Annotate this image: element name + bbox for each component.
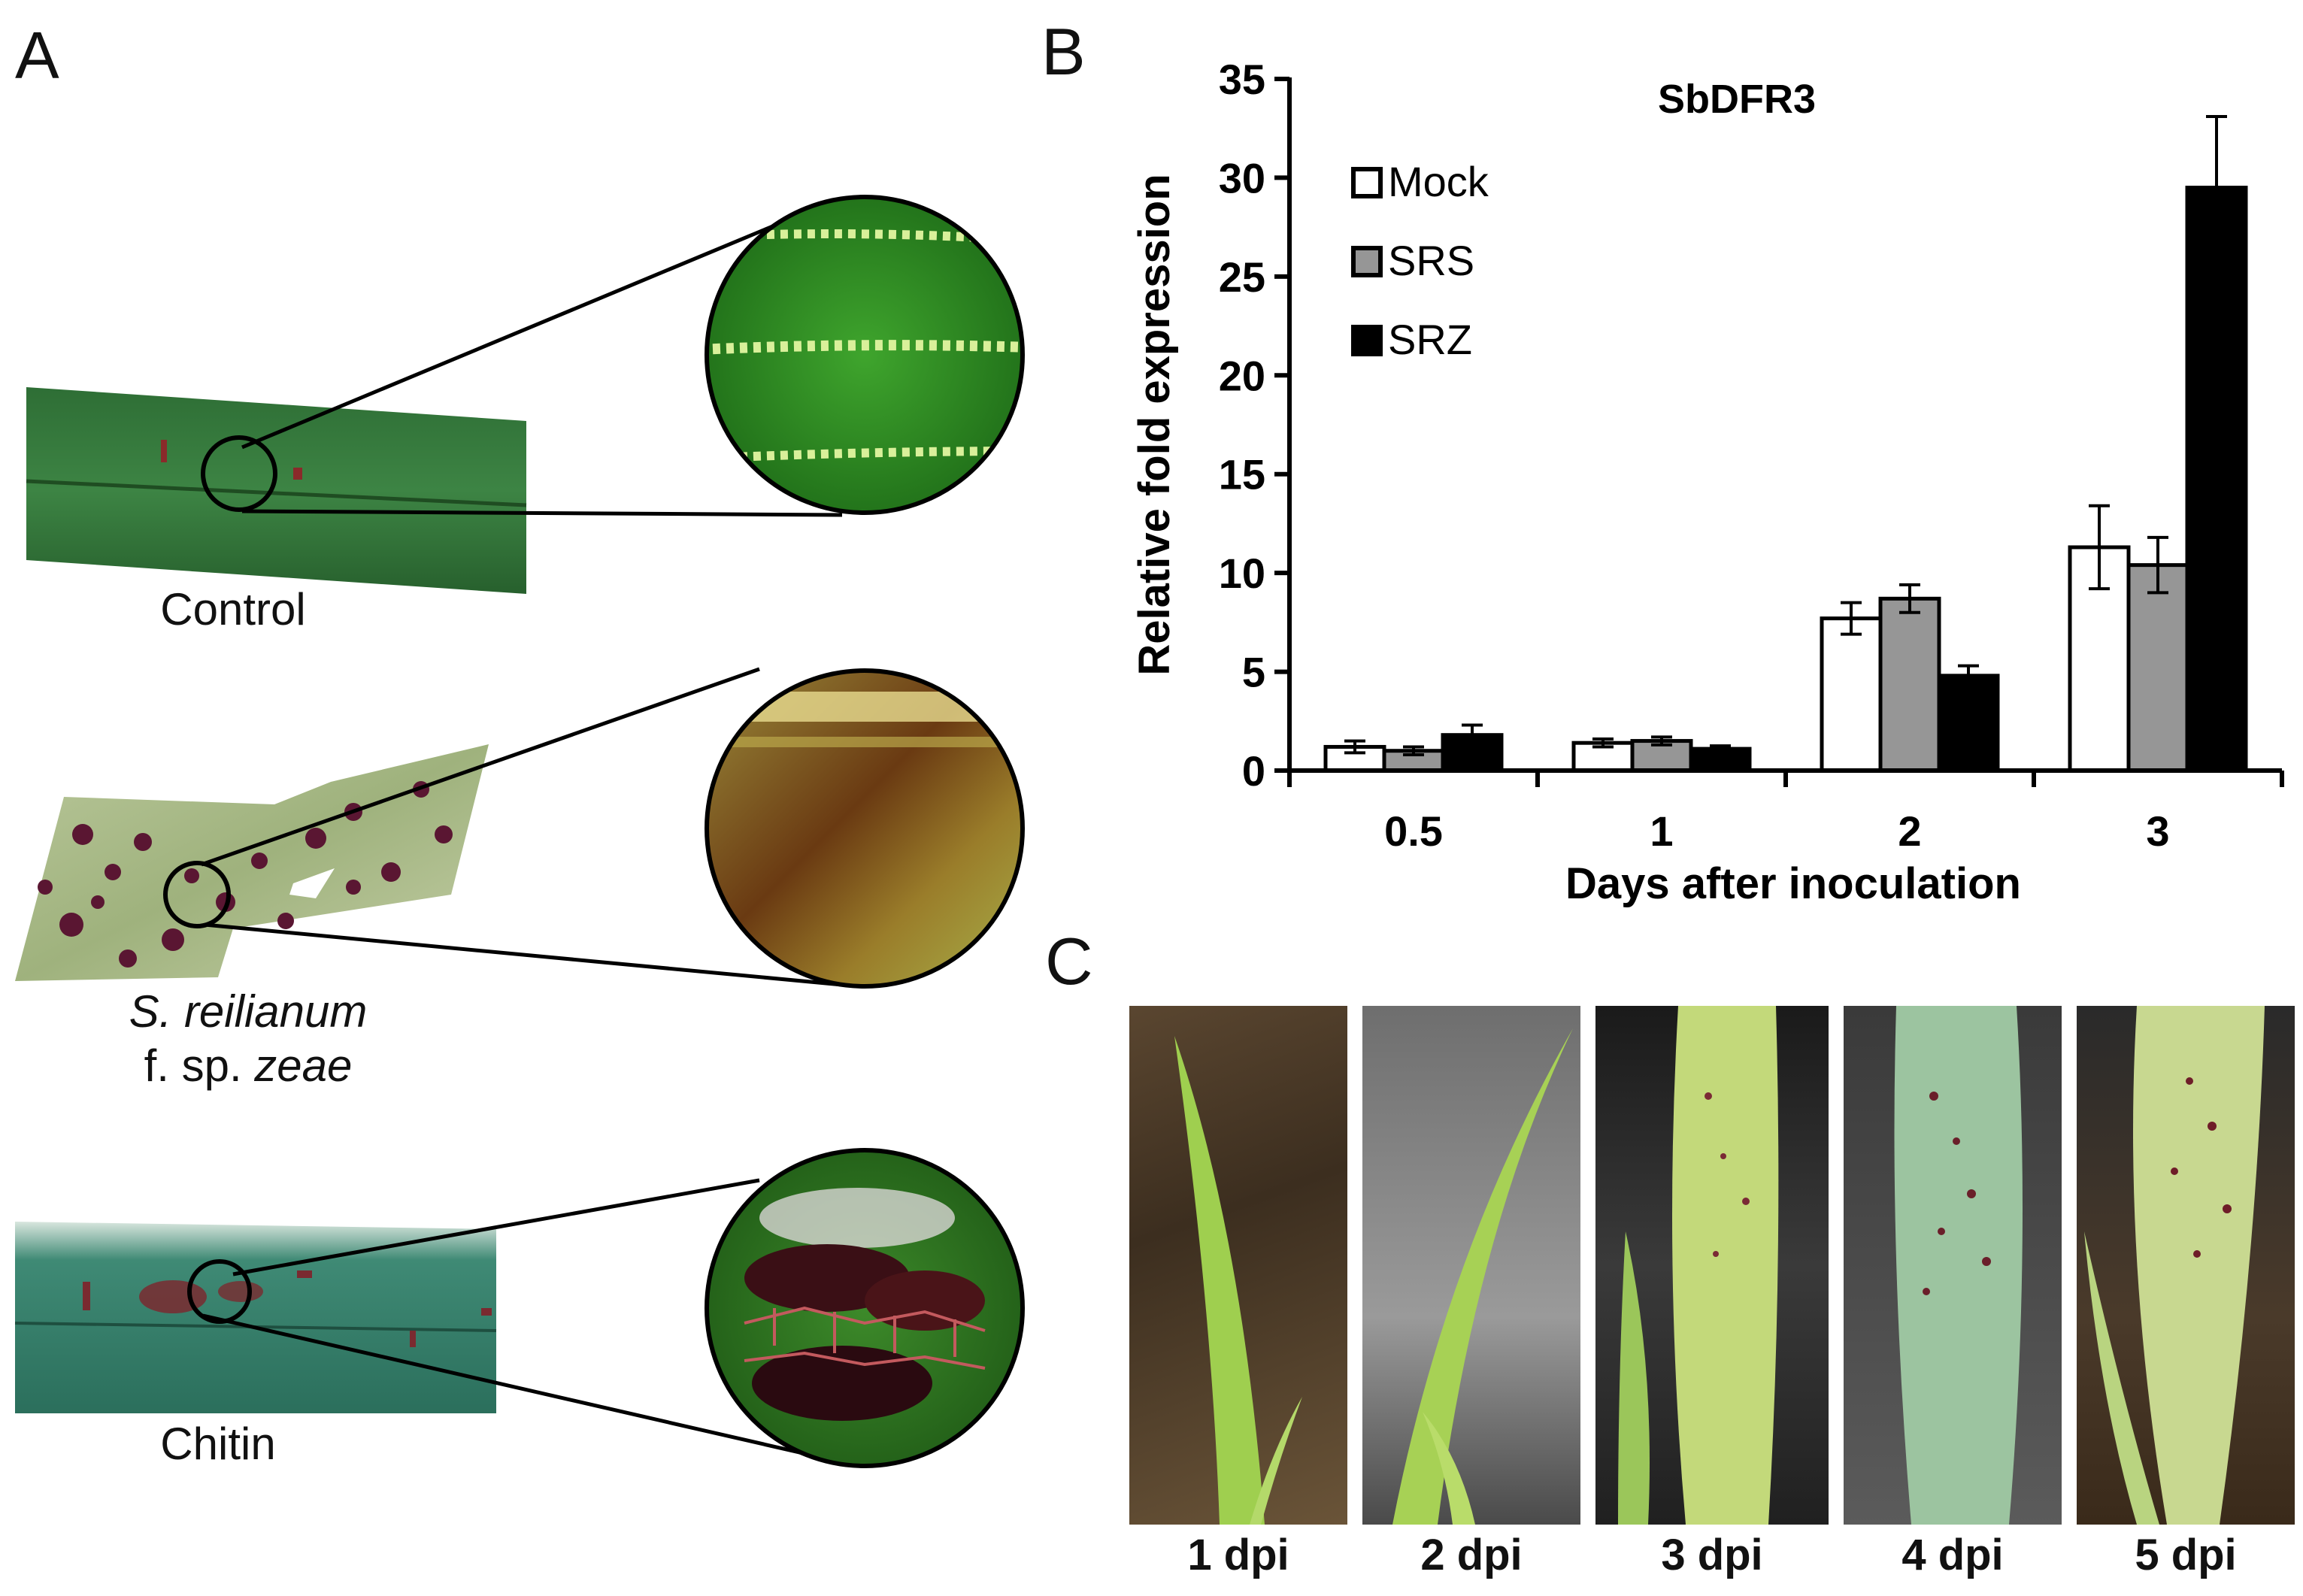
y-tick-label: 10 [1219, 550, 1265, 597]
photo-2-dpi [1362, 1006, 1580, 1525]
control-caption: Control [160, 584, 306, 634]
chitin-leaf [14, 1222, 497, 1413]
panel-label-b: B [1041, 14, 1086, 89]
error-bar-mock [2089, 504, 2110, 591]
chart-legend: Mock SRS SRZ [1351, 158, 1489, 363]
error-bar-srz [1958, 664, 1979, 687]
error-bar-srz [1462, 723, 1483, 747]
error-bar-mock [1592, 737, 1614, 749]
y-axis-label: Relative fold expression [1130, 174, 1179, 675]
dpi-label-4: 4 dpi [1901, 1531, 2004, 1579]
photo-4-dpi [1844, 1006, 2062, 1525]
photo-1-dpi [1129, 1006, 1347, 1525]
chitin-zoom-ring [705, 1148, 1025, 1468]
srz-caption-host: zeae [254, 1040, 353, 1091]
srz-zoom-lines [201, 667, 843, 987]
bar-srs [1878, 596, 1941, 773]
legend-swatch-srz [1351, 325, 1383, 356]
legend-label-srz: SRZ [1388, 316, 1472, 363]
y-tick-label: 0 [1242, 747, 1265, 795]
y-tick-label: 30 [1219, 154, 1265, 201]
y-tick-label: 35 [1219, 56, 1265, 103]
error-bar-srz [1710, 744, 1731, 754]
x-tick-label: 1 [1650, 807, 1673, 855]
bar-srz [1937, 674, 2000, 773]
srz-caption-forma: f. sp. [144, 1040, 255, 1091]
error-bar-srs [1899, 583, 1920, 614]
srz-zoom-ring [705, 668, 1025, 989]
x-tick-label: 3 [2146, 807, 2169, 855]
dpi-label-3: 3 dpi [1661, 1531, 1763, 1579]
control-zoom-ring [705, 195, 1025, 515]
bar-srs [2126, 563, 2189, 773]
legend-swatch-mock [1351, 167, 1383, 198]
y-tick-label: 25 [1219, 253, 1265, 301]
error-bar-srs [1403, 745, 1424, 756]
panel-label-a: A [15, 18, 59, 92]
x-tick-label: 2 [1898, 807, 1921, 855]
srz-caption: S. reilianum f. sp. zeae [60, 985, 436, 1093]
chitin-caption: Chitin [160, 1419, 276, 1469]
panel-a-leaf-figures [14, 195, 1025, 1468]
dpi-label-1: 1 dpi [1187, 1531, 1289, 1579]
error-bar-mock [1841, 601, 1862, 636]
x-tick-label: 0.5 [1384, 807, 1443, 855]
srz-zoom-image [707, 671, 1023, 986]
y-tick-label: 5 [1242, 649, 1265, 696]
photo-5-dpi [2077, 1006, 2295, 1525]
bar-chart: 0 5 10 15 20 25 30 35 0.5 1 2 3 SbDFR3 Relative fol… [1130, 56, 2284, 908]
panel-label-c: C [1045, 924, 1093, 998]
control-magnifier-ring [201, 435, 277, 512]
chitin-magnifier-ring [187, 1259, 252, 1324]
bar-srz [2185, 186, 2248, 773]
photo-3-dpi [1595, 1006, 1829, 1525]
legend-label-srs: SRS [1388, 237, 1474, 284]
legend-swatch-srs [1351, 246, 1383, 277]
legend-label-mock: Mock [1388, 158, 1489, 205]
dpi-label-2: 2 dpi [1420, 1531, 1523, 1579]
control-zoom-lines [241, 223, 843, 517]
y-tick-label: 20 [1219, 352, 1265, 399]
bar-mock [1820, 616, 1883, 773]
chitin-zoom-image [707, 1150, 1023, 1466]
srz-magnifier-ring [163, 861, 231, 928]
error-bar-srs [2147, 535, 2168, 595]
error-bar-mock [1344, 739, 1365, 755]
error-bar-srz [2206, 114, 2227, 261]
dpi-label-5: 5 dpi [2135, 1531, 2237, 1579]
error-bar-srs [1651, 735, 1672, 747]
srz-caption-species: S. reilianum [129, 986, 368, 1037]
chart-title: SbDFR3 [1658, 77, 1816, 122]
chitin-zoom-lines [202, 1178, 843, 1464]
x-axis-label: Days after inoculation [1565, 859, 2021, 908]
y-tick-label: 15 [1219, 451, 1265, 498]
control-leaf [26, 387, 527, 594]
control-zoom-image [707, 197, 1023, 513]
